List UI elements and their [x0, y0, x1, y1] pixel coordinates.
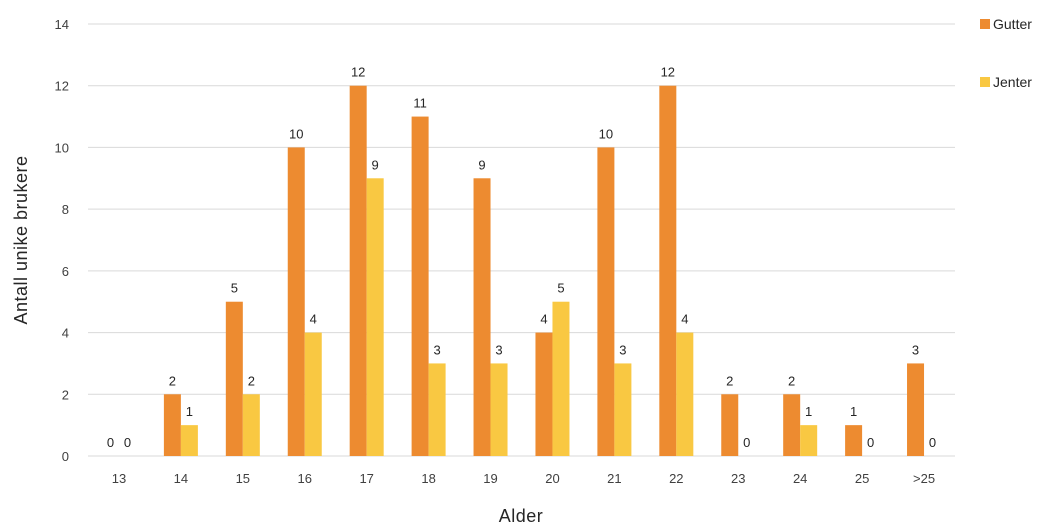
legend-label-jenter: Jenter [993, 74, 1032, 90]
bar-gutter [845, 425, 863, 456]
data-label: 5 [557, 281, 564, 296]
data-label: 2 [726, 373, 733, 388]
y-tick-label: 4 [62, 326, 69, 341]
legend-swatch-jenter [980, 77, 990, 87]
bar-jenter [800, 425, 818, 456]
bar-gutter [411, 116, 429, 457]
y-axis-ticks: 0 2 4 6 8 10 12 14 [55, 17, 69, 464]
x-tick-label: 24 [793, 471, 807, 486]
data-label: 12 [661, 65, 675, 80]
legend-swatch-gutter [980, 19, 990, 29]
x-tick-label: 22 [669, 471, 683, 486]
data-label: 10 [289, 126, 303, 141]
x-tick-label: 13 [112, 471, 126, 486]
x-tick-label: 16 [298, 471, 312, 486]
bar-jenter [304, 332, 322, 456]
bar-jenter [676, 332, 694, 456]
bar-jenter [242, 394, 260, 456]
gridlines [88, 23, 955, 457]
x-tick-label: 17 [359, 471, 373, 486]
legend: Gutter Jenter [980, 16, 1032, 90]
x-tick-label: 25 [855, 471, 869, 486]
bar-gutter [225, 301, 243, 456]
x-axis-title: Alder [499, 506, 544, 526]
data-label: 1 [805, 404, 812, 419]
data-label: 3 [433, 342, 440, 357]
y-tick-label: 2 [62, 387, 69, 402]
data-label: 9 [372, 157, 379, 172]
data-label: 4 [681, 312, 688, 327]
data-label: 3 [912, 342, 919, 357]
y-tick-label: 6 [62, 264, 69, 279]
x-tick-label: 15 [236, 471, 250, 486]
bar-jenter [552, 301, 570, 456]
data-label: 4 [310, 312, 317, 327]
bar-jenter [366, 178, 384, 457]
y-tick-label: 12 [55, 79, 69, 94]
bar-gutter [349, 85, 367, 456]
data-label: 0 [867, 435, 874, 450]
bar-gutter [163, 394, 181, 456]
data-label: 2 [169, 373, 176, 388]
data-label: 3 [495, 342, 502, 357]
x-tick-label: 14 [174, 471, 188, 486]
x-tick-label: 23 [731, 471, 745, 486]
bar-jenter [614, 363, 632, 456]
y-tick-label: 0 [62, 449, 69, 464]
x-tick-label: 20 [545, 471, 559, 486]
x-tick-label: >25 [913, 471, 935, 486]
x-tick-label: 21 [607, 471, 621, 486]
data-label: 3 [619, 342, 626, 357]
bar-jenter [180, 425, 198, 456]
bar-gutter [783, 394, 801, 456]
bar-jenter [490, 363, 508, 456]
x-tick-label: 19 [483, 471, 497, 486]
bar-gutter [659, 85, 677, 456]
data-label: 9 [478, 157, 485, 172]
data-label: 0 [743, 435, 750, 450]
data-label: 4 [540, 312, 547, 327]
y-tick-label: 8 [62, 202, 69, 217]
data-label: 0 [929, 435, 936, 450]
y-axis-title: Antall unike brukere [11, 155, 31, 324]
bar-gutter [721, 394, 739, 456]
data-label: 12 [351, 65, 365, 80]
data-label: 2 [788, 373, 795, 388]
data-label: 0 [124, 435, 131, 450]
data-label: 1 [186, 404, 193, 419]
x-axis-ticks: 13 14 15 16 17 18 19 20 21 22 23 24 25 >25 [112, 471, 935, 486]
legend-label-gutter: Gutter [993, 16, 1032, 32]
data-label: 5 [231, 281, 238, 296]
bar-gutter [597, 147, 615, 456]
bar-gutter [287, 147, 305, 456]
x-tick-label: 18 [421, 471, 435, 486]
data-label: 11 [413, 96, 427, 111]
y-tick-label: 10 [55, 140, 69, 155]
bars [163, 85, 925, 457]
data-label: 1 [850, 404, 857, 419]
bar-gutter [535, 332, 553, 456]
data-label: 0 [107, 435, 114, 450]
y-tick-label: 14 [55, 17, 69, 32]
data-label: 10 [599, 126, 613, 141]
bar-gutter [907, 363, 925, 456]
data-label: 2 [248, 373, 255, 388]
bar-gutter [473, 178, 491, 457]
bar-jenter [428, 363, 446, 456]
